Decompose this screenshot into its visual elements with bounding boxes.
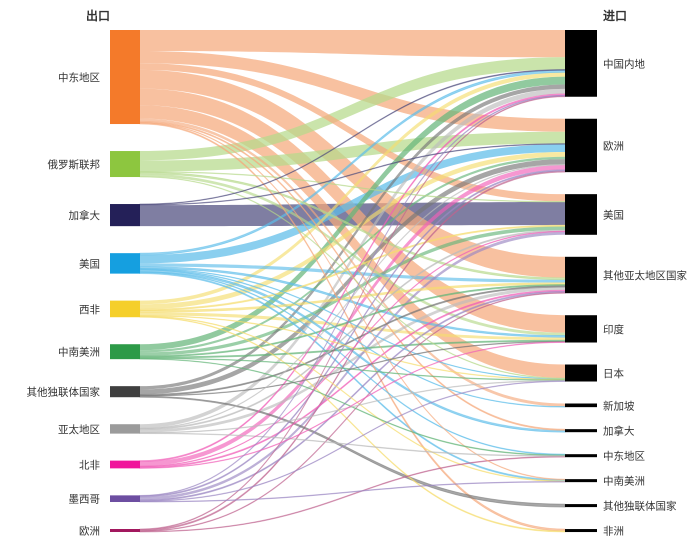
source-node	[110, 204, 140, 227]
source-node	[110, 460, 140, 469]
source-label: 加拿大	[69, 209, 101, 222]
right-header: 进口	[603, 8, 627, 23]
target-node	[565, 194, 597, 235]
source-label: 中南美洲	[58, 346, 100, 359]
target-label: 日本	[603, 367, 624, 380]
flow-link	[140, 88, 565, 429]
target-node	[565, 429, 597, 433]
flow-link	[140, 151, 565, 310]
target-node	[565, 529, 597, 533]
left-header: 出口	[86, 8, 110, 23]
source-label: 墨西哥	[69, 494, 101, 506]
target-label: 美国	[603, 208, 624, 221]
flow-link	[140, 105, 565, 379]
source-node	[110, 151, 140, 178]
source-label: 中东地区	[58, 71, 100, 84]
flow-link	[140, 263, 565, 283]
flow-link	[139, 380, 566, 502]
flow-link	[140, 30, 565, 58]
target-label: 印度	[603, 323, 624, 336]
nodes-layer	[110, 30, 597, 533]
source-node	[110, 495, 140, 503]
source-node	[110, 529, 140, 533]
target-node	[565, 30, 597, 97]
flow-link	[139, 455, 566, 533]
flow-link	[140, 76, 565, 351]
flow-link	[140, 57, 565, 161]
flow-link	[140, 63, 565, 202]
links-layer	[139, 30, 566, 533]
flow-link	[140, 144, 565, 264]
flow-link	[140, 72, 565, 305]
flow-link	[140, 287, 565, 433]
flow-link	[140, 165, 565, 467]
labels-layer: 出口 进口 中东地区俄罗斯联邦加拿大美国西非中南美洲其他独联体国家亚太地区北非墨…	[27, 8, 688, 538]
target-node	[565, 403, 597, 408]
flow-link	[139, 95, 566, 531]
target-node	[565, 315, 597, 343]
target-label: 非洲	[603, 526, 624, 538]
flow-link	[140, 231, 565, 500]
source-node	[110, 30, 140, 125]
target-node	[565, 479, 597, 483]
source-label: 俄罗斯联邦	[48, 158, 101, 171]
source-node	[110, 386, 140, 398]
source-node	[110, 424, 140, 434]
source-label: 其他独联体国家	[27, 386, 101, 399]
target-label: 中国内地	[603, 57, 645, 70]
target-node	[565, 118, 597, 173]
flow-link	[140, 156, 565, 353]
target-label: 其他独联体国家	[603, 500, 677, 513]
source-label: 西非	[79, 304, 100, 316]
target-node	[565, 364, 597, 382]
target-label: 其他亚太地区国家	[603, 269, 687, 282]
target-label: 中南美洲	[603, 475, 645, 488]
target-node	[565, 256, 597, 294]
target-label: 欧洲	[603, 140, 624, 152]
flow-link	[140, 226, 565, 356]
flow-link	[140, 118, 565, 407]
source-label: 美国	[79, 257, 100, 270]
flow-link	[140, 84, 565, 390]
target-label: 新加坡	[603, 399, 635, 412]
target-label: 中东地区	[603, 450, 645, 463]
source-node	[110, 300, 140, 318]
source-label: 亚太地区	[58, 423, 100, 436]
source-node	[110, 253, 140, 274]
source-node	[110, 344, 140, 360]
target-node	[565, 504, 597, 508]
source-label: 北非	[79, 459, 100, 471]
target-label: 加拿大	[603, 425, 635, 438]
source-label: 欧洲	[79, 526, 100, 538]
target-node	[565, 454, 597, 458]
